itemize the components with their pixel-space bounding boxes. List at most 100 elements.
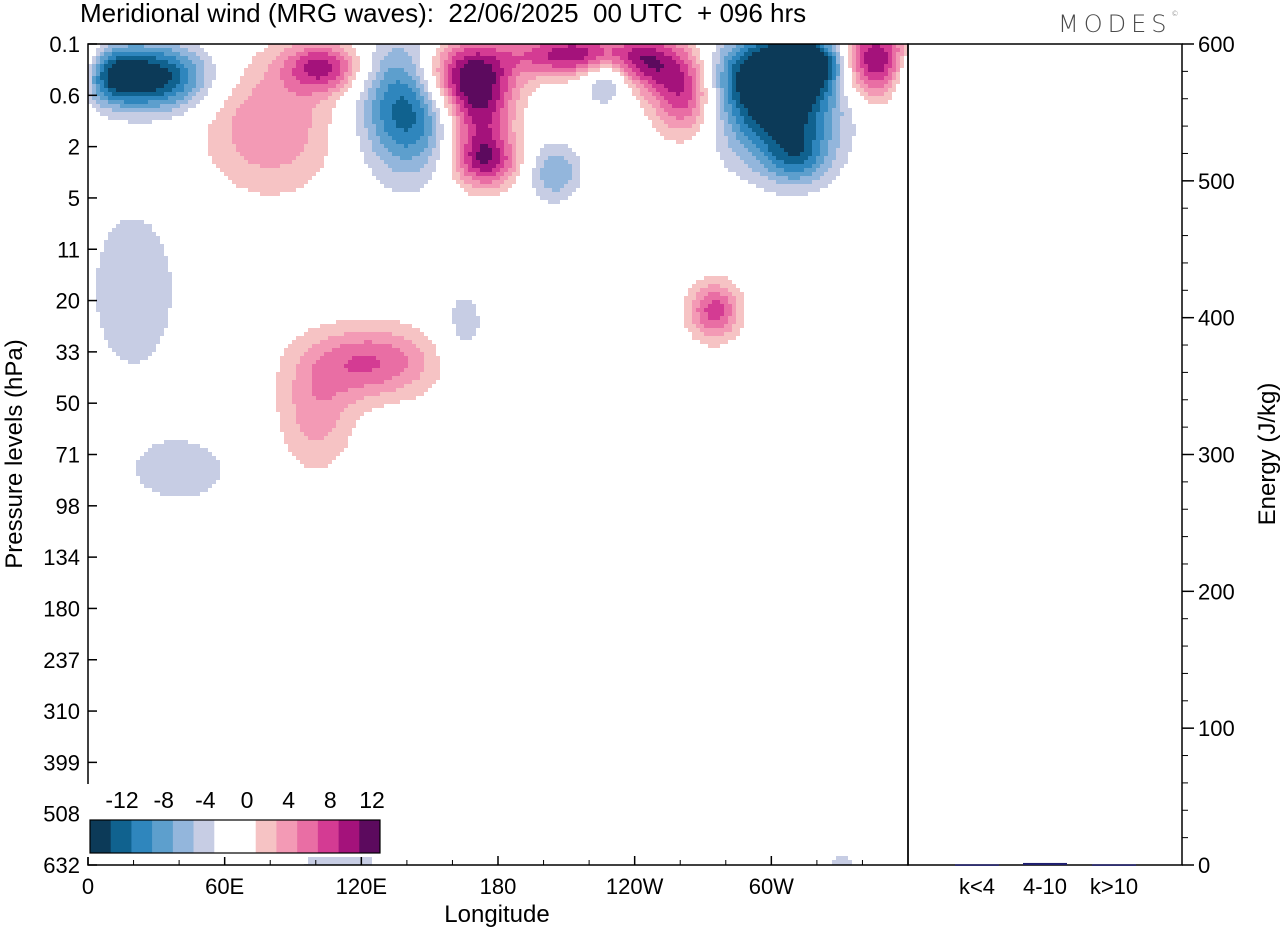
heatmap-cell xyxy=(688,288,700,292)
heatmap-cell xyxy=(416,120,424,124)
heatmap-cell xyxy=(684,60,692,64)
heatmap-cell xyxy=(248,64,268,68)
heatmap-cell xyxy=(720,100,724,104)
heatmap-cell xyxy=(868,48,884,52)
heatmap-cell xyxy=(112,92,164,96)
heatmap-cell xyxy=(664,44,676,48)
heatmap-cell xyxy=(104,48,112,52)
x-axis-label: Longitude xyxy=(444,901,549,928)
heatmap-cell xyxy=(432,132,436,136)
heatmap-cell xyxy=(860,52,864,56)
heatmap-cell xyxy=(384,96,400,100)
heatmap-cell xyxy=(424,112,428,116)
heatmap-cell xyxy=(100,316,168,320)
y-tick-label: 0.1 xyxy=(49,32,80,57)
heatmap-cell xyxy=(96,60,100,64)
heatmap-cell xyxy=(504,92,512,96)
heatmap-cell xyxy=(668,88,684,92)
heatmap-cell xyxy=(504,140,508,144)
heatmap-cell xyxy=(280,416,296,420)
heatmap-cell xyxy=(852,68,856,72)
heatmap-cell xyxy=(412,108,424,112)
heatmap-cell xyxy=(456,84,460,88)
heatmap-cell xyxy=(824,128,832,132)
heatmap-cell xyxy=(732,324,744,328)
heatmap-cell xyxy=(860,72,864,76)
heatmap-cell xyxy=(404,48,420,52)
heatmap-cell xyxy=(356,120,364,124)
heatmap-cell xyxy=(828,104,836,108)
heatmap-cell xyxy=(444,68,448,72)
heatmap-cell xyxy=(692,52,700,56)
heatmap-cell xyxy=(472,120,492,124)
heatmap-cell xyxy=(312,344,340,348)
heatmap-cell xyxy=(840,140,852,144)
heatmap-cell xyxy=(440,64,444,68)
heatmap-cell xyxy=(624,68,632,72)
heatmap-cell xyxy=(856,76,860,80)
heatmap-cell xyxy=(724,104,732,108)
heatmap-cell xyxy=(720,80,728,84)
heatmap-cell xyxy=(884,64,892,68)
heatmap-cell xyxy=(864,96,892,100)
heatmap-cell xyxy=(436,136,444,140)
heatmap-cell xyxy=(620,68,624,72)
heatmap-cell xyxy=(636,84,644,88)
heatmap-cell xyxy=(148,100,176,104)
heatmap-cell xyxy=(860,60,864,64)
heatmap-cell xyxy=(92,80,96,84)
heatmap-cell xyxy=(280,52,296,56)
heatmap-cell xyxy=(388,88,412,92)
heatmap-cell xyxy=(828,96,836,100)
heatmap-cell xyxy=(832,84,836,88)
heatmap-cell xyxy=(464,172,476,176)
heatmap-cell xyxy=(136,460,220,464)
energy-category-label: k<4 xyxy=(959,874,995,899)
heatmap-cell xyxy=(360,144,372,148)
heatmap-cell xyxy=(664,64,680,68)
heatmap-cell xyxy=(292,380,312,384)
heatmap-cell xyxy=(824,44,832,48)
heatmap-cell xyxy=(824,120,832,124)
heatmap-cell xyxy=(720,316,728,320)
heatmap-cell xyxy=(472,164,496,168)
colorbar-swatch xyxy=(214,820,236,853)
heatmap-cell xyxy=(576,64,588,68)
heatmap-cell xyxy=(720,108,724,112)
heatmap-cell xyxy=(304,432,328,436)
heatmap-cell xyxy=(500,176,508,180)
heatmap-cell xyxy=(224,104,240,108)
heatmap-cell xyxy=(328,80,340,84)
heatmap-cell xyxy=(92,68,96,72)
heatmap-cell xyxy=(892,44,896,48)
heatmap-cell xyxy=(708,292,720,296)
heatmap-cell xyxy=(384,380,412,384)
heatmap-cell xyxy=(280,420,296,424)
heatmap-cell xyxy=(288,56,300,60)
heatmap-cell xyxy=(868,76,884,80)
heatmap-cell xyxy=(820,152,828,156)
heatmap-cell xyxy=(352,60,360,64)
heatmap-cell xyxy=(384,184,424,188)
heatmap-cell xyxy=(452,60,456,64)
heatmap-cell xyxy=(484,60,500,64)
heatmap-cell xyxy=(868,92,884,96)
heatmap-cell xyxy=(164,84,176,88)
heatmap-cell xyxy=(456,112,464,116)
heatmap-cell xyxy=(204,68,216,72)
heatmap-cell xyxy=(732,96,740,100)
heatmap-cell xyxy=(416,344,436,348)
heatmap-cell xyxy=(100,68,104,72)
heatmap-cell xyxy=(472,160,480,164)
heatmap-cell xyxy=(92,64,96,68)
heatmap-cell xyxy=(724,64,728,68)
heatmap-cell xyxy=(464,180,480,184)
heatmap-cell xyxy=(308,860,372,864)
heatmap-cell xyxy=(456,328,476,332)
heatmap-cell xyxy=(464,152,468,156)
heatmap-cell xyxy=(504,180,516,184)
heatmap-cell xyxy=(500,148,504,152)
heatmap-cell xyxy=(816,44,820,48)
heatmap-cell xyxy=(532,60,588,64)
